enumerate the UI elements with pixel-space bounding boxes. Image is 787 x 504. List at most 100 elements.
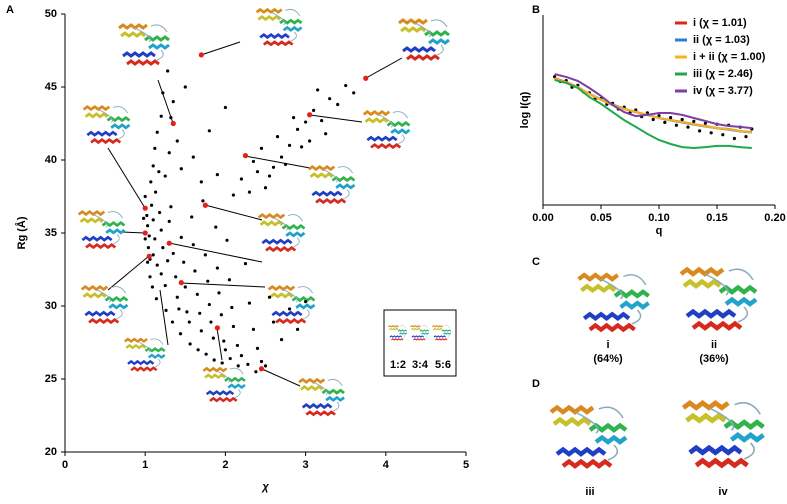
- point: [177, 307, 181, 311]
- structure: [117, 23, 171, 66]
- point: [267, 295, 272, 299]
- point: [183, 85, 187, 89]
- point: [247, 190, 252, 194]
- x-tick-label: 1: [142, 459, 148, 471]
- point: [145, 213, 149, 218]
- y-axis-label: log I(q): [519, 91, 531, 128]
- point: [207, 302, 211, 307]
- point: [275, 135, 280, 139]
- y-tick-label: 50: [45, 8, 57, 20]
- point: [202, 202, 208, 208]
- point: [304, 300, 308, 304]
- y-tick-label: 35: [45, 227, 57, 239]
- point: [203, 253, 207, 257]
- point: [164, 308, 168, 312]
- point: [158, 210, 162, 215]
- point: [150, 203, 154, 207]
- point: [174, 275, 178, 279]
- point: [336, 102, 340, 107]
- point: [175, 295, 179, 299]
- connector: [107, 255, 150, 291]
- point: [669, 116, 673, 120]
- point: [175, 139, 179, 143]
- legend-label: iv (χ = 3.77): [693, 85, 753, 97]
- point: [287, 143, 292, 147]
- point: [231, 193, 236, 197]
- point: [295, 327, 300, 331]
- panel-label: C: [532, 256, 540, 268]
- x-axis-label: χ: [261, 481, 269, 493]
- point: [163, 174, 167, 178]
- point: [295, 127, 300, 131]
- x-tick-label: 3: [303, 459, 309, 471]
- x-tick-label: 0.10: [648, 212, 669, 224]
- point: [230, 305, 234, 310]
- point: [198, 311, 202, 315]
- connector: [200, 41, 241, 56]
- point: [153, 237, 157, 241]
- point: [191, 243, 195, 247]
- connector: [157, 79, 174, 124]
- point: [146, 224, 150, 228]
- point: [674, 123, 679, 127]
- point: [166, 259, 170, 263]
- point: [219, 313, 223, 317]
- point: [185, 310, 189, 314]
- point: [663, 120, 667, 124]
- point: [167, 219, 171, 223]
- point: [231, 324, 236, 329]
- point: [154, 297, 159, 301]
- connector: [244, 155, 311, 169]
- x-tick-label: 0.15: [706, 212, 727, 224]
- legend-label: i (χ = 1.01): [693, 17, 747, 29]
- point: [283, 162, 288, 166]
- x-tick-label: 2: [222, 459, 228, 471]
- panel-cd: i (64%) ii (36%) iii iv: [551, 269, 763, 498]
- point: [147, 234, 151, 238]
- point: [709, 131, 713, 135]
- point: [169, 116, 173, 120]
- point: [304, 120, 308, 124]
- point: [271, 165, 276, 169]
- x-axis-label: q: [656, 225, 663, 237]
- series-line: [554, 73, 752, 130]
- connector: [365, 57, 403, 79]
- point: [179, 167, 183, 171]
- ratio-label: 5:6: [435, 359, 451, 371]
- point: [178, 280, 184, 286]
- point: [187, 320, 191, 324]
- x-tick-label: 0.00: [532, 212, 553, 224]
- point: [698, 129, 702, 133]
- point: [255, 170, 260, 174]
- panel-label: A: [6, 4, 14, 16]
- structure-insets: 1:2 3:4 5:6: [77, 9, 457, 416]
- y-tick-label: 45: [45, 81, 57, 93]
- point: [171, 100, 175, 104]
- point: [225, 238, 229, 242]
- structure-share: (64%): [593, 353, 623, 365]
- structure-share: (36%): [699, 353, 729, 365]
- point: [143, 194, 147, 199]
- point: [178, 332, 183, 336]
- point: [692, 119, 696, 123]
- point: [222, 339, 226, 343]
- structure: [82, 105, 131, 144]
- point: [141, 216, 146, 220]
- structure: [257, 9, 302, 44]
- point: [170, 120, 176, 127]
- point: [142, 205, 148, 211]
- connector: [121, 231, 146, 234]
- connector: [168, 242, 263, 263]
- point: [363, 75, 369, 81]
- point: [287, 307, 292, 311]
- point: [183, 285, 187, 289]
- point: [344, 83, 348, 88]
- point: [149, 180, 153, 184]
- point: [209, 320, 213, 324]
- point: [657, 114, 661, 118]
- point: [182, 260, 186, 264]
- point: [744, 135, 748, 139]
- point: [316, 88, 320, 92]
